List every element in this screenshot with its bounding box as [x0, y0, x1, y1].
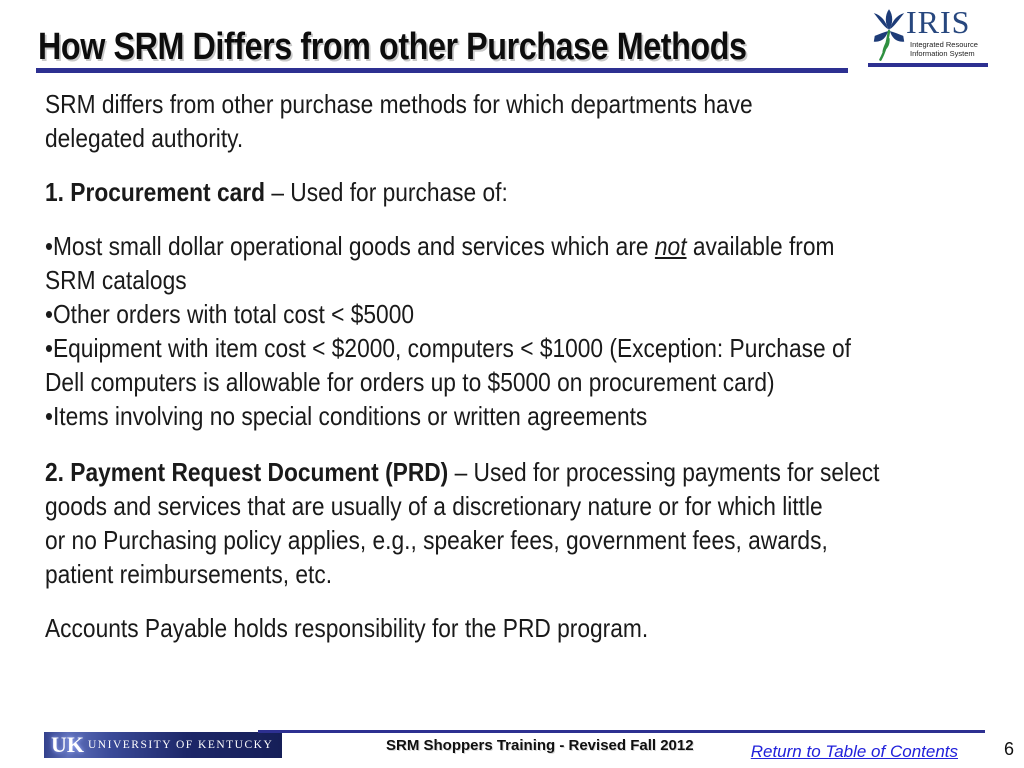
prd-bold: 2. Payment Request Document (PRD)	[45, 457, 449, 487]
prd-line3: or no Purchasing policy applies, e.g., s…	[45, 525, 828, 555]
iris-underline-rule	[868, 63, 988, 67]
intro-paragraph: SRM differs from other purchase methods …	[45, 87, 981, 155]
iris-flower-icon	[870, 6, 908, 67]
bullet-item-3-line2: Dell computers is allowable for orders u…	[45, 367, 775, 397]
procurement-card-rest: – Used for purchase of:	[265, 177, 508, 207]
bullet1-text-pre: Most small dollar operational goods and …	[52, 231, 655, 261]
closing-line: Accounts Payable holds responsibility fo…	[45, 613, 649, 643]
bullet1-emphasis-not: not	[654, 231, 687, 261]
procurement-card-bold: 1. Procurement card	[45, 177, 266, 207]
closing-paragraph: Accounts Payable holds responsibility fo…	[45, 611, 981, 645]
prd-line2: goods and services that are usually of a…	[45, 491, 823, 521]
bullet-item-1-line2: SRM catalogs	[45, 265, 187, 295]
prd-rest-line1: – Used for processing payments for selec…	[448, 457, 880, 487]
prd-line1: 2. Payment Request Document (PRD) – Used…	[45, 455, 981, 489]
intro-line2: delegated authority.	[45, 123, 244, 153]
bullet-item-2: •Other orders with total cost < $5000	[45, 297, 981, 331]
bullet-marker: •	[45, 299, 53, 329]
page-number: 6	[1003, 739, 1014, 759]
bullet-item-1-line1: •Most small dollar operational goods and…	[45, 229, 981, 263]
prd-paragraph: 2. Payment Request Document (PRD) – Used…	[45, 455, 981, 591]
iris-logo-word: IRIS	[906, 4, 971, 40]
return-to-toc-link[interactable]: Return to Table of Contents	[750, 742, 958, 761]
procurement-bullet-list: •Most small dollar operational goods and…	[45, 229, 981, 433]
procurement-card-heading: 1. Procurement card – Used for purchase …	[45, 175, 981, 209]
iris-subtitle-line2: Information System	[910, 49, 975, 58]
footer-training-label: SRM Shoppers Training - Revised Fall 201…	[386, 737, 694, 754]
footer-divider-rule	[258, 730, 985, 733]
iris-subtitle-line1: Integrated Resource	[910, 40, 978, 49]
bullet1-text-post: available from	[686, 231, 835, 261]
page-title: How SRM Differs from other Purchase Meth…	[38, 26, 747, 68]
bullet-marker: •	[45, 231, 53, 261]
prd-line4: patient reimbursements, etc.	[45, 559, 333, 589]
bullet-item-3-line1: •Equipment with item cost < $2000, compu…	[45, 331, 981, 365]
iris-logo-subtitle: Integrated Resource Information System	[910, 40, 978, 58]
bullet-item-4: •Items involving no special conditions o…	[45, 399, 981, 433]
bullet-marker: •	[45, 401, 53, 431]
uk-logo-text: UNIVERSITY OF KENTUCKY	[88, 739, 274, 751]
iris-logo: IRIS Integrated Resource Information Sys…	[870, 4, 992, 62]
bullet4-text: Items involving no special conditions or…	[52, 401, 648, 431]
bullet-marker: •	[45, 333, 53, 363]
procurement-card-line: 1. Procurement card – Used for purchase …	[45, 175, 981, 209]
university-of-kentucky-logo: UK UNIVERSITY OF KENTUCKY	[44, 732, 282, 758]
title-underline-rule	[36, 68, 848, 73]
bullet2-text: Other orders with total cost < $5000	[52, 299, 415, 329]
uk-logo-letters: UK	[51, 732, 84, 757]
intro-line1: SRM differs from other purchase methods …	[45, 89, 753, 119]
bullet3-text-line1: Equipment with item cost < $2000, comput…	[52, 333, 851, 363]
slide-body: SRM differs from other purchase methods …	[45, 87, 981, 665]
